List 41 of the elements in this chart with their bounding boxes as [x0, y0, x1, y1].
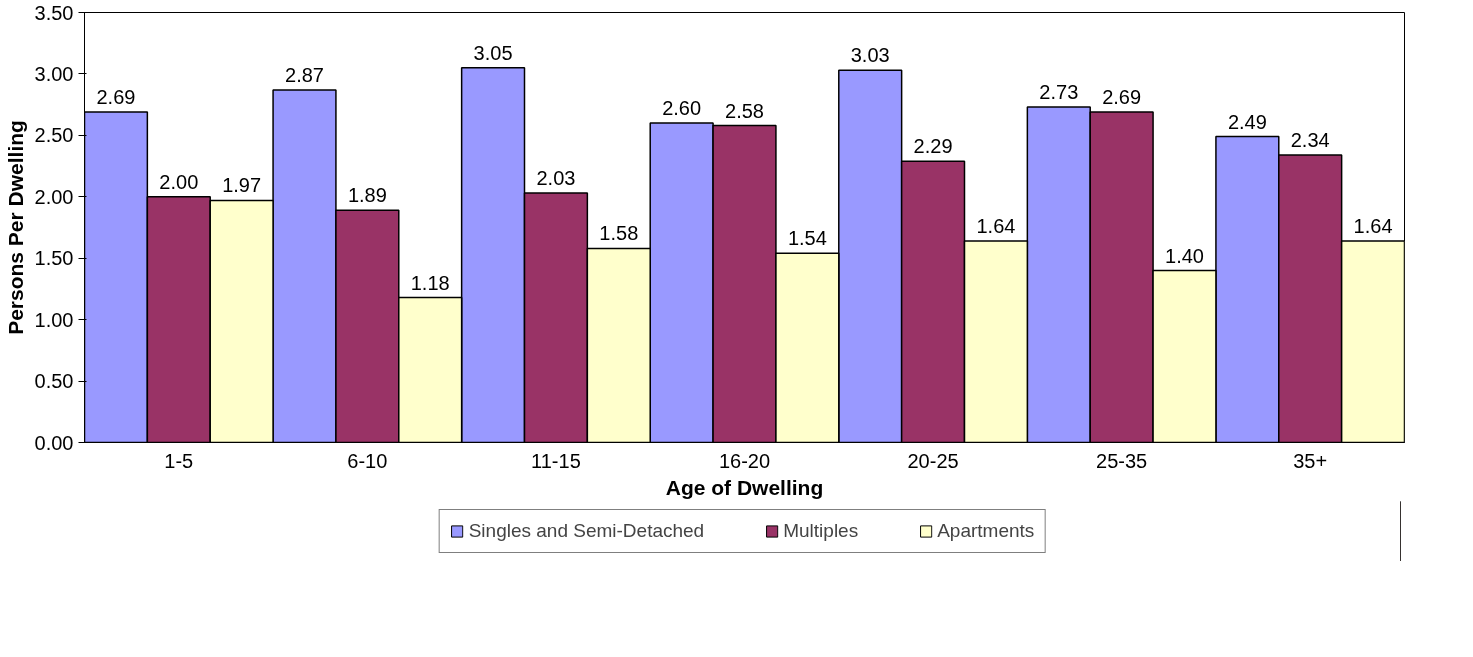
y-tick-label: 3.50 — [34, 1, 74, 24]
x-tick-label: 6-10 — [347, 449, 388, 472]
x-tick-label: 25-35 — [1096, 449, 1148, 472]
legend-label: Singles and Semi-Detached — [468, 520, 705, 542]
x-tick-label: 11-15 — [531, 449, 581, 472]
data-label: 2.03 — [536, 167, 576, 190]
data-label: 2.34 — [1290, 129, 1330, 152]
data-label: 1.97 — [222, 174, 262, 197]
data-label: 1.64 — [976, 215, 1016, 238]
data-label: 1.18 — [410, 271, 450, 294]
data-label: 2.60 — [662, 97, 702, 120]
y-axis-title: Persons Per Dwelling — [3, 120, 27, 335]
y-tick-label: 0.00 — [34, 431, 74, 454]
x-tick-label: 35+ — [1293, 449, 1328, 472]
data-label: 3.05 — [473, 41, 513, 64]
data-label: 2.69 — [96, 86, 136, 109]
x-tick-label: 20-25 — [907, 449, 959, 472]
data-label: 2.49 — [1227, 110, 1267, 133]
x-tick-label: 1-5 — [164, 449, 194, 472]
legend-label: Multiples — [783, 520, 859, 542]
x-axis-title: Age of Dwelling — [665, 475, 824, 499]
data-label: 2.87 — [285, 63, 324, 86]
data-label: 2.58 — [725, 99, 764, 122]
data-label: 1.58 — [599, 222, 639, 245]
y-tick-label: 0.50 — [34, 370, 74, 393]
y-tick-label: 1.00 — [34, 308, 74, 331]
y-tick-label: 1.50 — [34, 247, 74, 270]
data-label: 2.00 — [159, 170, 199, 193]
data-label: 1.54 — [787, 227, 827, 250]
data-label: 1.64 — [1353, 215, 1393, 238]
x-tick-label: 16-20 — [718, 449, 771, 472]
y-tick-label: 2.00 — [34, 185, 74, 208]
data-label: 2.29 — [913, 135, 953, 158]
data-label: 2.73 — [1039, 81, 1079, 104]
data-label: 1.89 — [347, 184, 387, 207]
legend-label: Apartments — [937, 520, 1035, 542]
data-label: 1.40 — [1165, 244, 1204, 267]
y-tick-label: 2.50 — [34, 124, 74, 147]
data-label: 2.69 — [1102, 86, 1142, 109]
y-tick-label: 3.00 — [34, 62, 74, 85]
data-label: 3.03 — [850, 44, 890, 67]
